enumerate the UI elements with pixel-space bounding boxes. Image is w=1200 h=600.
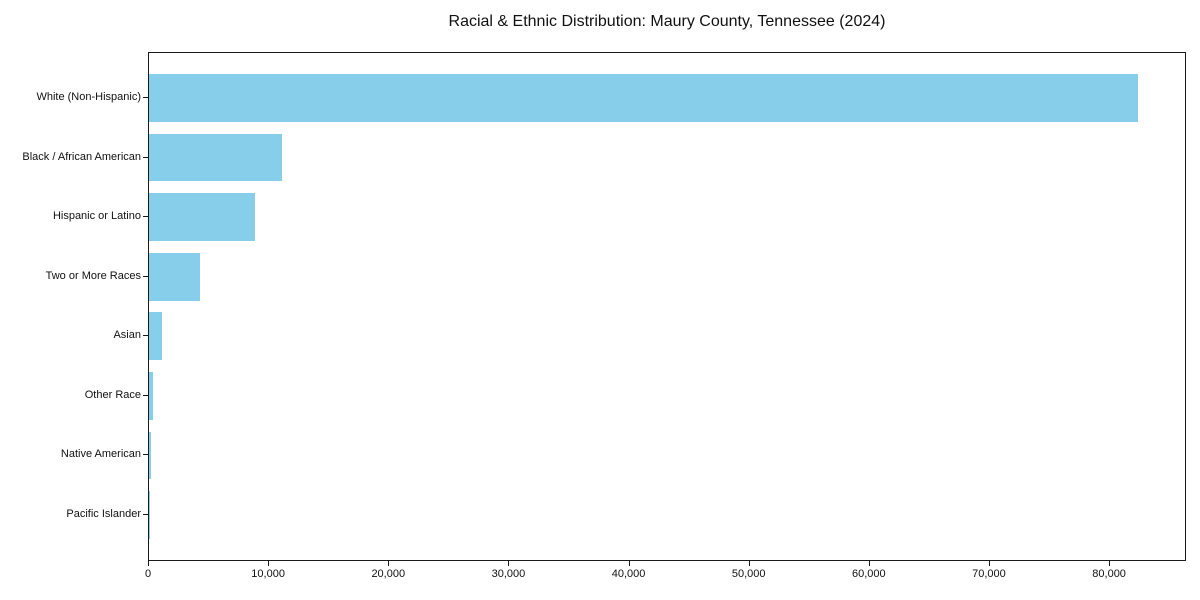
y-tick-label-two-or-more-races: Two or More Races <box>45 269 141 282</box>
x-axis-tick <box>628 561 630 566</box>
x-tick-label-30-000: 30,000 <box>491 568 526 580</box>
chart-title: Racial & Ethnic Distribution: Maury Coun… <box>448 13 886 30</box>
x-axis-tick <box>748 561 750 566</box>
bar-white-non-hispanic <box>149 74 1138 122</box>
y-axis-tick <box>143 275 148 277</box>
y-tick-label-black-african-american: Black / African American <box>22 150 141 163</box>
x-axis-tick <box>148 561 149 566</box>
bar-black-african-american <box>149 133 283 182</box>
y-axis-tick <box>143 513 148 515</box>
y-axis-tick <box>143 156 148 158</box>
bar-two-or-more-races <box>149 252 201 301</box>
x-tick-label-70-000: 70,000 <box>972 568 1006 580</box>
y-tick-label-white-non-hispanic: White (Non-Hispanic) <box>36 91 141 103</box>
x-axis-tick <box>868 561 870 566</box>
x-axis-tick <box>388 561 390 566</box>
y-axis-tick <box>143 454 148 456</box>
x-axis-tick <box>508 561 510 566</box>
bar-asian <box>149 312 162 361</box>
y-axis-tick <box>143 216 148 218</box>
bar-other-race <box>149 372 154 420</box>
bar-native-american <box>149 431 151 480</box>
y-axis-tick <box>143 335 148 337</box>
x-tick-label-80-000: 80,000 <box>1092 568 1126 580</box>
y-tick-label-pacific-islander: Pacific Islander <box>66 507 141 520</box>
y-tick-label-asian: Asian <box>113 329 141 342</box>
x-tick-label-60-000: 60,000 <box>852 568 886 580</box>
x-tick-label-0: 0 <box>144 568 152 580</box>
x-axis-tick <box>1109 561 1111 566</box>
x-tick-label-20-000: 20,000 <box>371 568 406 580</box>
y-tick-label-hispanic-or-latino: Hispanic or Latino <box>52 210 141 223</box>
plot-area <box>148 52 1186 561</box>
x-tick-label-40-000: 40,000 <box>611 568 646 580</box>
bar-hispanic-or-latino <box>149 193 255 241</box>
x-tick-label-50-000: 50,000 <box>731 568 766 580</box>
x-axis-tick <box>268 561 270 566</box>
y-axis-tick <box>143 394 148 396</box>
y-tick-label-other-race: Other Race <box>84 388 141 401</box>
x-axis-tick <box>988 561 990 566</box>
bar-pacific-islander <box>149 491 150 539</box>
y-axis-tick <box>143 97 148 98</box>
y-tick-label-native-american: Native American <box>60 448 141 461</box>
x-tick-label-10-000: 10,000 <box>251 568 285 580</box>
